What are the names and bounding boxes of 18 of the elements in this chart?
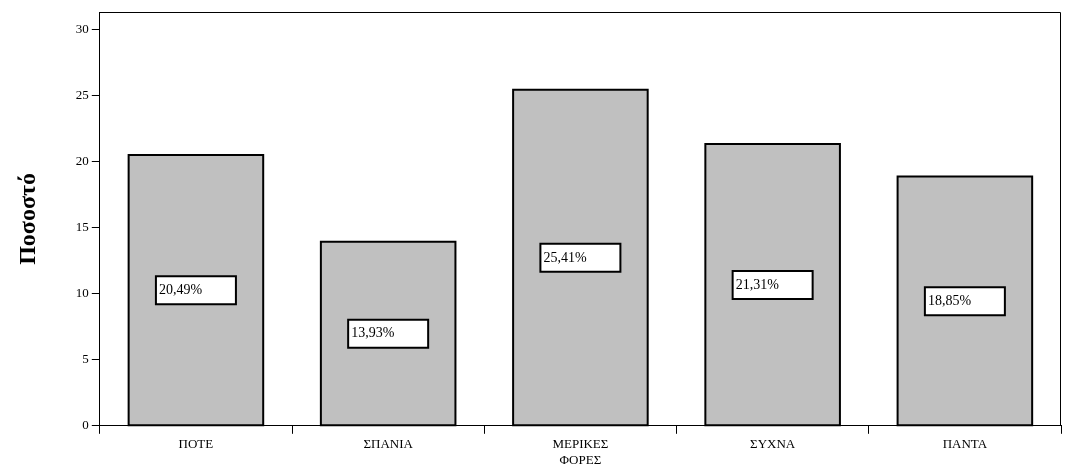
y-tick-label: 15 (75, 218, 89, 234)
data-label: 25,41% (543, 249, 587, 265)
y-tick-label: 30 (75, 20, 89, 36)
y-tick-label: 5 (82, 351, 89, 367)
data-label: 20,49% (158, 282, 203, 298)
data-label: 13,93% (351, 325, 395, 341)
x-tick-label: ΠΟΤΕ (178, 436, 214, 452)
data-label: 18,85% (927, 292, 972, 308)
y-tick-label: 10 (75, 285, 89, 301)
x-tick-label: ΜΕΡΙΚΕΣ ΦΟΡΕΣ (552, 436, 609, 467)
x-tick-label: ΣΥΧΝΑ (750, 436, 796, 452)
y-tick-label: 0 (82, 417, 89, 433)
x-tick-label: ΣΠΑΝΙΑ (363, 436, 414, 452)
y-tick-label: 20 (75, 152, 89, 168)
x-tick-label: ΠΑΝΤΑ (942, 436, 988, 452)
y-axis-title: Ποσοστό (13, 172, 40, 265)
y-tick-label: 25 (75, 86, 89, 102)
data-label: 21,31% (735, 276, 780, 292)
